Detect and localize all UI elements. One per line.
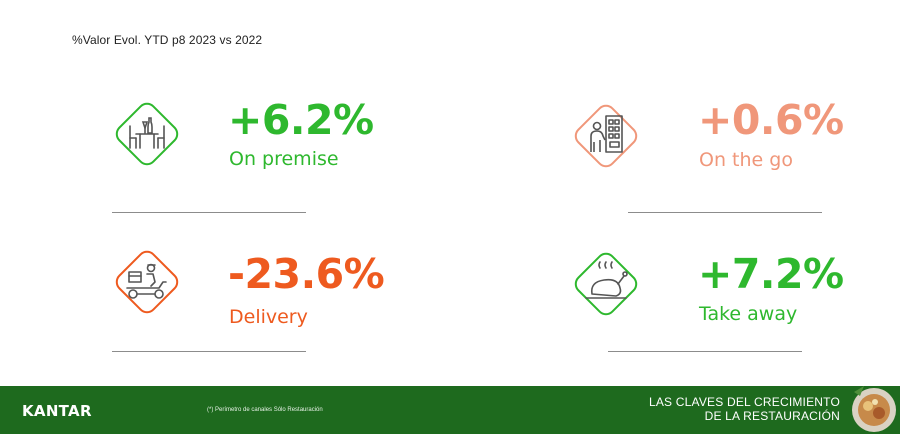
metric-value: +6.2%	[228, 96, 374, 144]
divider	[608, 351, 802, 352]
metric-label: On the go	[699, 149, 793, 171]
vending-machine-icon	[566, 96, 646, 176]
footnote: (*) Perímetro de canales Sólo Restauraci…	[207, 407, 323, 413]
metric-value: -23.6%	[228, 250, 385, 298]
tagline-line-1: LAS CLAVES DEL CRECIMIENTO	[648, 395, 840, 409]
divider	[112, 212, 306, 213]
delivery-scooter-icon	[107, 242, 187, 322]
metric-value: +0.6%	[698, 96, 844, 144]
metric-label: On premise	[229, 148, 339, 170]
dining-table-icon	[107, 94, 187, 174]
metric-value: +7.2%	[698, 250, 844, 298]
divider	[628, 212, 822, 213]
kantar-logo: KANTAR	[22, 402, 92, 420]
divider	[112, 351, 306, 352]
report-tagline: LAS CLAVES DEL CRECIMIENTO DE LA RESTAUR…	[649, 395, 840, 423]
food-dish-image	[842, 382, 900, 434]
page-subtitle: %Valor Evol. YTD p8 2023 vs 2022	[72, 33, 263, 47]
metric-label: Delivery	[229, 306, 308, 328]
tagline-line-2: DE LA RESTAURACIÓN	[704, 409, 840, 423]
roast-chicken-icon	[566, 244, 646, 324]
footer-bar: KANTAR (*) Perímetro de canales Sólo Res…	[0, 386, 900, 434]
metric-label: Take away	[699, 303, 798, 325]
